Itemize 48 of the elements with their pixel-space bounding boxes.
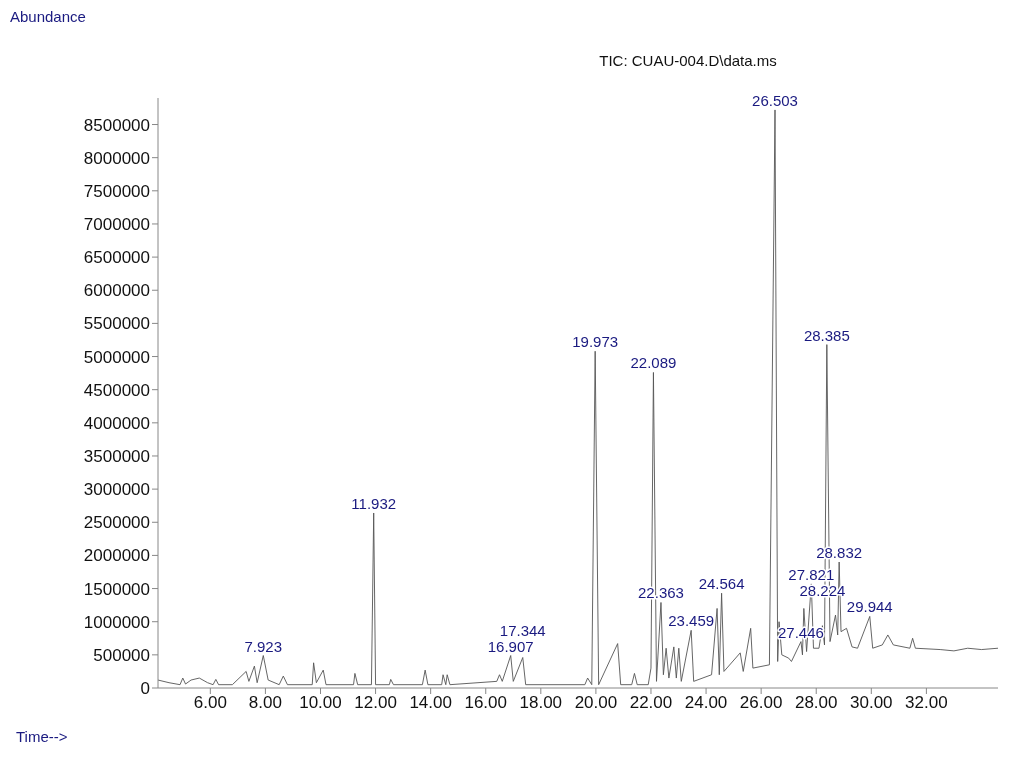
x-tick-label: 16.00 xyxy=(464,693,508,713)
y-tick-label: 6500000 xyxy=(83,248,150,268)
annotation: 24.564 xyxy=(698,575,745,593)
annotation: 28.385 xyxy=(803,326,850,344)
y-tick-label: 5500000 xyxy=(83,314,150,334)
x-tick-label: 32.00 xyxy=(905,693,948,713)
y-tick-label: 8500000 xyxy=(83,115,150,135)
chart-title: TIC: CUAU-004.D\data.ms xyxy=(599,52,777,69)
x-tick-label: 22.00 xyxy=(629,693,673,713)
y-tick-label: 6000000 xyxy=(83,281,150,301)
x-tick-label: 10.00 xyxy=(299,693,342,713)
annotation: 29.944 xyxy=(846,598,893,616)
annotation: 23.459 xyxy=(668,612,715,630)
annotation: 26.503 xyxy=(752,91,798,109)
y-tick-label: 4000000 xyxy=(83,413,150,433)
x-tick-label: 26.00 xyxy=(739,693,783,713)
y-tick-label: 7000000 xyxy=(83,214,150,234)
annotation: 19.973 xyxy=(572,333,619,351)
x-tick-label: 24.00 xyxy=(684,693,728,713)
y-tick-label: 500000 xyxy=(93,645,150,665)
annotation: 16.907 xyxy=(487,637,534,655)
annotation: 28.832 xyxy=(816,544,863,562)
y-axis-title: Abundance xyxy=(9,8,87,27)
x-tick-label: 18.00 xyxy=(519,693,563,713)
x-tick-label: 14.00 xyxy=(409,693,452,713)
y-tick-label: 2000000 xyxy=(83,546,150,566)
y-tick-label: 1500000 xyxy=(83,579,150,599)
x-tick-label: 12.00 xyxy=(354,693,397,713)
annotation: 22.089 xyxy=(630,354,677,372)
x-tick-label: 28.00 xyxy=(794,693,838,713)
y-tick-label: 4500000 xyxy=(83,380,150,400)
y-tick-label: 3500000 xyxy=(83,447,150,467)
y-tick-label: 8000000 xyxy=(83,148,150,168)
y-tick-label: 3000000 xyxy=(83,480,150,500)
x-tick-label: 30.00 xyxy=(850,693,893,713)
annotation: 7.923 xyxy=(244,637,283,655)
x-tick-label: 6.00 xyxy=(193,693,227,713)
y-tick-label: 7500000 xyxy=(83,181,150,201)
y-tick-label: 5000000 xyxy=(83,347,150,367)
annotation: 17.344 xyxy=(499,621,546,639)
y-tick-label: 2500000 xyxy=(83,513,150,533)
x-tick-label: 20.00 xyxy=(574,693,618,713)
x-axis-title: Time--> xyxy=(15,728,69,745)
y-tick-label: 1000000 xyxy=(83,612,150,632)
annotation: 27.821 xyxy=(788,565,835,583)
x-tick-label: 8.00 xyxy=(248,693,282,713)
annotation: 11.932 xyxy=(351,494,397,512)
y-tick-label: 0 xyxy=(140,679,150,699)
